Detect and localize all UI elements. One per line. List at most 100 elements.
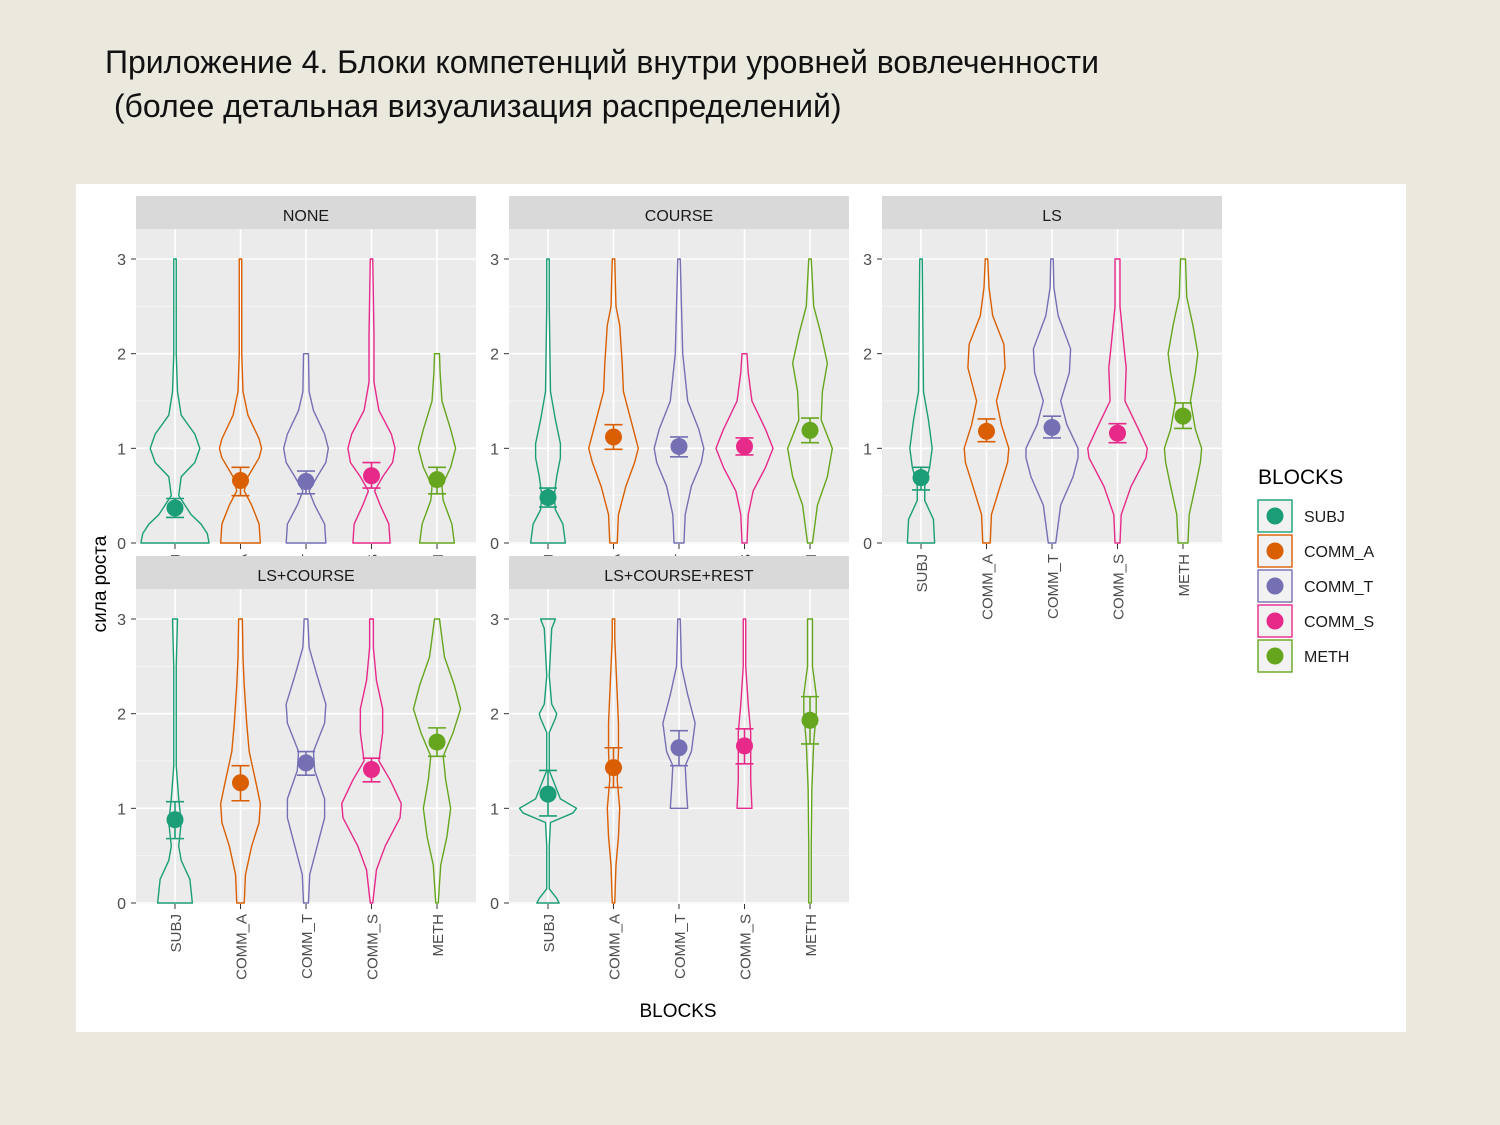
y-tick-label: 2 (117, 707, 126, 724)
violin-meth (803, 618, 817, 904)
legend-dot (1266, 507, 1284, 525)
violin-meth (786, 258, 834, 544)
facet-ls-course-rest: LS+COURSE+REST 0 1 2 3 SUBJ COMM_A COMM_T COMM_S… (490, 556, 849, 980)
facets-layer: NONE 0 1 2 3 SUBJ COMM_A COMM_T COMM_S METH COURSE… (117, 196, 1222, 980)
legend-dot (1266, 577, 1284, 595)
violin-meth (1163, 258, 1203, 544)
mean-point (670, 437, 688, 455)
violin-comm_a (963, 258, 1010, 544)
mean-point (539, 785, 557, 803)
y-tick-label: 0 (117, 536, 126, 553)
legend: BLOCKS SUBJ COMM_A COMM_T COMM_S METH (1257, 466, 1375, 673)
x-tick-label: COMM_T (672, 914, 689, 979)
y-tick-label: 3 (863, 252, 872, 269)
facet-strip-label: LS+COURSE (257, 568, 354, 585)
mean-point (539, 489, 557, 507)
x-tick-label: METH (430, 914, 447, 957)
y-tick-label: 2 (117, 347, 126, 364)
mean-point (736, 437, 753, 455)
legend-dot (1266, 542, 1284, 560)
x-tick-label: METH (1176, 554, 1193, 597)
facet-ls-course: LS+COURSE 0 1 2 3 SUBJ COMM_A COMM_T COMM_S METH (117, 556, 476, 980)
mean-point (166, 499, 184, 517)
mean-point (801, 421, 819, 439)
x-tick-label: COMM_S (1111, 554, 1128, 620)
violin-comm_t (653, 258, 705, 544)
legend-label: COMM_A (1304, 544, 1375, 561)
violin-comm_a (219, 618, 262, 904)
facet-strip-label: NONE (283, 208, 329, 225)
violin-chart: NONE 0 1 2 3 SUBJ COMM_A COMM_T COMM_S METH COURSE… (90, 196, 1375, 1022)
mean-point (1174, 407, 1192, 425)
y-tick-label: 0 (863, 536, 872, 553)
x-tick-label: COMM_A (234, 914, 251, 980)
mean-point (1043, 419, 1061, 437)
violin-comm_t (662, 618, 696, 810)
legend-label: COMM_T (1304, 579, 1374, 596)
facet-strip-label: COURSE (645, 208, 713, 225)
violin-comm_s (347, 258, 396, 544)
y-tick-label: 1 (490, 801, 499, 818)
y-tick-label: 3 (490, 252, 499, 269)
legend-label: METH (1304, 649, 1349, 666)
mean-point (297, 754, 315, 772)
violin-comm_s (341, 618, 402, 904)
facet-strip-label: LS+COURSE+REST (604, 568, 754, 585)
x-tick-label: COMM_T (299, 914, 316, 979)
x-tick-label: SUBJ (914, 554, 931, 592)
violin-comm_a (606, 618, 621, 904)
y-tick-label: 0 (490, 896, 499, 913)
violin-comm_t (285, 618, 327, 904)
violin-subj (518, 618, 578, 904)
violin-meth (412, 618, 462, 904)
violin-comm_t (1025, 258, 1079, 544)
slide-title-line-2: (более детальная визуализация распределе… (105, 88, 842, 124)
legend-title: BLOCKS (1258, 466, 1343, 489)
chart-card: NONE 0 1 2 3 SUBJ COMM_A COMM_T COMM_S METH COURSE… (76, 184, 1406, 1032)
mean-point (232, 774, 249, 792)
mean-point (801, 711, 819, 729)
violin-subj (140, 258, 210, 544)
mean-point (736, 737, 753, 755)
y-axis-title: сила роста (90, 535, 111, 632)
facet-strip (882, 196, 1222, 229)
mean-point (670, 739, 688, 757)
x-axis-title: BLOCKS (639, 1001, 716, 1022)
y-tick-label: 2 (490, 347, 499, 364)
slide-title-line-1: Приложение 4. Блоки компетенций внутри у… (105, 44, 1099, 80)
y-tick-label: 3 (117, 252, 126, 269)
mean-point (428, 733, 446, 751)
mean-point (605, 428, 622, 446)
legend-label: SUBJ (1304, 509, 1345, 526)
y-tick-label: 2 (863, 347, 872, 364)
y-tick-label: 1 (117, 801, 126, 818)
facet-strip (509, 196, 849, 229)
x-tick-label: COMM_A (607, 914, 624, 980)
y-tick-label: 1 (490, 441, 499, 458)
x-tick-label: SUBJ (168, 914, 185, 952)
mean-point (232, 472, 249, 490)
y-tick-label: 2 (490, 707, 499, 724)
y-tick-label: 3 (117, 612, 126, 629)
mean-point (297, 472, 315, 490)
x-tick-label: COMM_S (738, 914, 755, 980)
mean-point (605, 759, 622, 777)
x-tick-label: SUBJ (541, 914, 558, 952)
facet-ls: LS 0 1 2 3 SUBJ COMM_A COMM_T COMM_S METH (863, 196, 1222, 620)
mean-point (978, 422, 995, 440)
x-tick-label: METH (803, 914, 820, 957)
violin-comm_s (1087, 258, 1148, 544)
mean-point (912, 469, 930, 487)
mean-point (166, 811, 184, 829)
y-tick-label: 0 (117, 896, 126, 913)
y-tick-label: 1 (117, 441, 126, 458)
facet-strip (136, 196, 476, 229)
violin-comm_s (715, 352, 774, 544)
x-tick-label: COMM_T (1045, 554, 1062, 619)
legend-label: COMM_S (1304, 614, 1374, 631)
facet-strip (509, 556, 849, 589)
facet-strip (136, 556, 476, 589)
slide-title: Приложение 4. Блоки компетенций внутри у… (105, 40, 1099, 128)
facet-strip-label: LS (1042, 208, 1062, 225)
